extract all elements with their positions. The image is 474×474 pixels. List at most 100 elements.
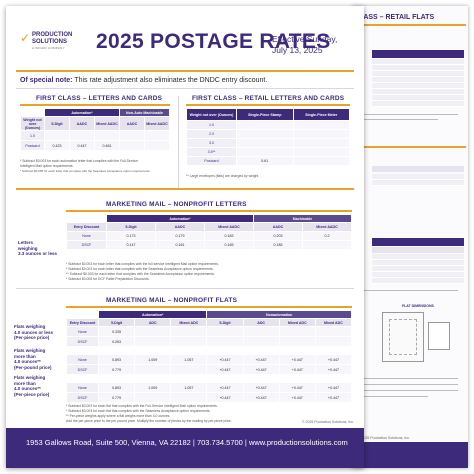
rate-cell: +0.447 (314, 382, 353, 393)
column-header: Mixed ADC (170, 318, 208, 327)
special-note-text: This rate adjustment also eliminates the… (72, 77, 268, 84)
rate-cell (302, 240, 352, 250)
row-label: DSCF (66, 336, 99, 347)
row-label: 2.0 (186, 129, 237, 139)
rate-cell: 0.423 (44, 140, 70, 151)
rate-cell: 0.61 (236, 156, 294, 166)
section-rule (20, 104, 170, 106)
special-note-label: Of special note: (20, 77, 73, 84)
row-label: 3.0 (186, 138, 237, 148)
column-header: AADC (119, 116, 145, 131)
rate-cell (44, 130, 70, 141)
rate-cell: 0.447 (69, 140, 95, 151)
back-page-footer (352, 442, 468, 468)
table-row: None 0.173 0.179 0.183 0.203 0.2 (66, 231, 352, 241)
column-header: ADC (134, 318, 172, 327)
footnote: * Subtract $0.003 for each letter that c… (66, 262, 219, 266)
back-table-header (372, 166, 464, 172)
column-header-stamp: Single-Piece Stamp (236, 108, 294, 121)
rate-cell: +0.447 (314, 354, 353, 365)
rate-cell: 0.263 (97, 336, 136, 347)
group-header-automation: Automation* (106, 214, 254, 223)
back-table-row (372, 180, 464, 186)
section-title-first-class: FIRST CLASS – LETTERS AND CARDS (36, 95, 163, 102)
rate-cell (236, 120, 294, 130)
rate-cell: 0.2 (302, 231, 352, 241)
effective-date-line-1: Effective Sunday, (272, 34, 338, 44)
row-label: None (66, 231, 107, 241)
footnote: * Subtract $0.003 for each automation le… (20, 159, 138, 163)
rate-cell: +0.447 (278, 392, 316, 403)
rate-cell: +0.447 (206, 364, 244, 375)
rate-cell: 0.203 (253, 231, 303, 241)
back-table-row (372, 174, 464, 180)
rate-cell: +0.447 (242, 382, 280, 393)
table-row: DSCF 0.147 0.161 0.165 0.185 (66, 240, 352, 250)
rate-cell: 0.335 (97, 326, 136, 337)
table-row: Postcard 0.61 (186, 156, 350, 166)
back-table-row (372, 260, 464, 266)
special-note: Of special note: This rate adjustment al… (20, 77, 267, 84)
row-label: 3.5** (186, 147, 237, 157)
group-header-machinable: Machinable (253, 214, 352, 223)
rate-cell (314, 336, 353, 347)
group-header-nonauto: Nonautomation (206, 310, 352, 319)
rate-cell (206, 336, 244, 347)
table-row: 2.0 (186, 129, 350, 139)
row-label: None (66, 326, 99, 337)
back-text-line (356, 390, 458, 391)
back-text-line (356, 384, 458, 385)
section-rule (66, 306, 352, 308)
column-header: AADC (253, 222, 303, 232)
rate-cell: +0.447 (206, 354, 244, 365)
section-rule (66, 210, 352, 212)
rate-cell: +0.447 (206, 392, 244, 403)
rate-cell (236, 129, 294, 139)
table-row: DSCF 0.263 (66, 336, 353, 347)
back-table-row (372, 83, 464, 89)
logo-line-2: SOLUTIONS (32, 39, 68, 45)
header-divider (16, 70, 354, 72)
first-class-retail-table: Weight not over (Ounces) Single-Piece St… (186, 108, 350, 166)
column-header: Mixed ADC (278, 318, 316, 327)
column-header-weight: Weight not over (Ounces) (20, 116, 45, 131)
group-header-automation: Automation* (97, 310, 208, 319)
rate-cell: 0.461 (94, 140, 120, 151)
row-label: None (66, 354, 99, 365)
table-row: None 0.893 1.009 1.057 +0.447 +0.447 +0.… (66, 382, 353, 393)
back-page-copyright: © 2025 Production Solutions, Inc. (358, 436, 410, 440)
rate-cell (170, 336, 208, 347)
column-header: Entry Discount (66, 222, 107, 232)
flat-dimensions-diagram (382, 312, 424, 362)
rate-cell (134, 336, 172, 347)
logo-line-1: PRODUCTION (32, 32, 73, 38)
row-label: DSCF (66, 392, 99, 403)
flats-weight-label-2: Flats weighing more than 4.0 ounces** (P… (14, 348, 52, 370)
row-label: DSCF (66, 240, 107, 250)
footnote: * Subtract $0.003 for each letter that c… (66, 267, 214, 271)
table-row: None 0.335 (66, 326, 353, 337)
column-header: Entry Discount (66, 318, 99, 327)
table-row: 1.0 (186, 120, 350, 130)
table-row: DSCF 0.779 +0.447 +0.447 +0.447 +0.447 (66, 392, 353, 403)
first-class-letters-table: Automation* Non-Auto Machinable Weight n… (20, 108, 170, 151)
section-divider (16, 188, 354, 190)
rate-cell (236, 147, 294, 157)
back-table-row (372, 95, 464, 101)
rate-cell: +0.447 (242, 354, 280, 365)
footnote: ** Per-piece weights apply where a flat … (66, 414, 171, 418)
table-row: 1.0 (20, 130, 170, 141)
back-table-row (372, 254, 464, 260)
note-divider (16, 88, 354, 89)
section-rule (186, 104, 350, 106)
column-header: Mixed ADC (314, 318, 353, 327)
nonprofit-letters-table: Automation* Machinable Entry Discount 5-… (66, 214, 352, 250)
page-title: 2025 POSTAGE RATES (96, 30, 331, 53)
column-header: 5-Digit (97, 318, 136, 327)
back-text-line (356, 114, 458, 115)
rate-cell (292, 156, 350, 166)
rate-cell: 0.185 (253, 240, 303, 250)
back-page-rule (354, 146, 466, 148)
rate-cell (144, 130, 170, 141)
column-header: Mixed AADC (144, 116, 170, 131)
